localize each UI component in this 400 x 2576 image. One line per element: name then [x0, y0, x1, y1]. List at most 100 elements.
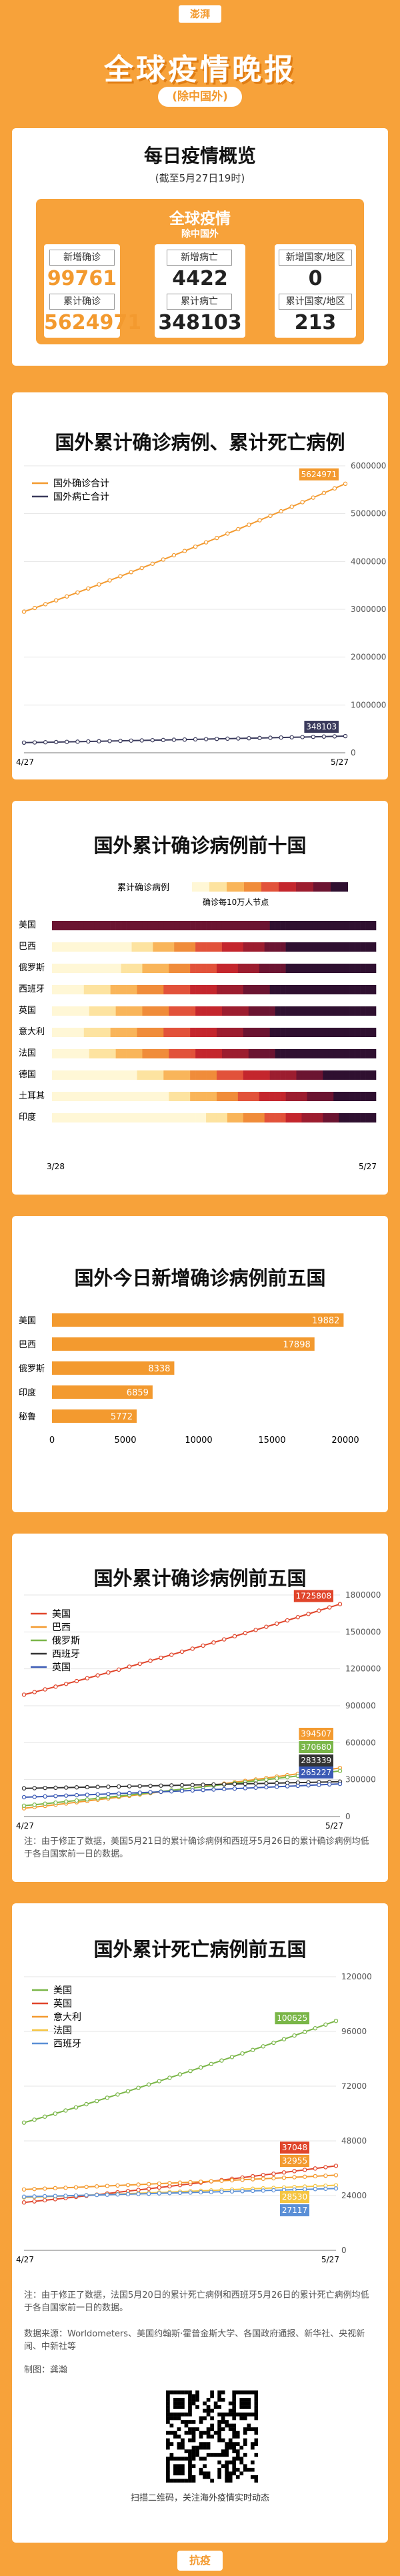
heat-cell — [248, 921, 255, 930]
heat-cell — [371, 964, 377, 973]
heat-cell — [169, 1028, 175, 1037]
qr-module — [250, 2390, 255, 2394]
heat-cell — [317, 964, 323, 973]
data-point — [106, 1785, 111, 1789]
data-point — [303, 2168, 307, 2172]
data-point — [63, 1793, 69, 1798]
heat-cell — [147, 1113, 153, 1122]
heat-cell — [163, 1006, 169, 1016]
data-point — [275, 1776, 279, 1781]
bar-value-label: 19882 — [312, 1316, 339, 1326]
heat-cell — [62, 1070, 69, 1080]
qr-module — [181, 2390, 185, 2394]
qr-module — [188, 2405, 192, 2409]
heat-cell — [126, 942, 132, 952]
data-point — [169, 1789, 174, 1794]
qr-module — [188, 2398, 192, 2402]
data-point — [159, 1655, 163, 1660]
heat-cell — [253, 1070, 260, 1080]
chart-new-cases-bar: 0 5000 10000 15000 20000 美国 19882 巴西 17898 俄罗斯 833… — [19, 1313, 359, 1445]
row-label: 意大利 — [19, 1026, 45, 1037]
heat-cell — [365, 1070, 371, 1080]
heat-cell — [253, 921, 260, 930]
data-point — [84, 2102, 89, 2107]
heat-cell — [99, 1028, 105, 1037]
heat-cell — [243, 1049, 249, 1058]
data-point — [21, 2120, 27, 2125]
qr-module — [181, 2467, 185, 2472]
qr-module — [181, 2457, 185, 2461]
heat-cell — [344, 985, 350, 994]
heat-cell — [73, 942, 79, 952]
data-point — [95, 1673, 100, 1678]
series-end-label-bg — [280, 2204, 309, 2216]
heat-cell — [227, 985, 233, 994]
qr-module — [225, 2423, 229, 2428]
legend-swatch — [209, 882, 227, 892]
y-tick-label: 24000 — [341, 2191, 367, 2200]
qr-module — [228, 2438, 233, 2443]
data-point — [313, 2026, 317, 2031]
heat-cell — [110, 921, 116, 930]
qr-module — [181, 2398, 185, 2402]
data-point — [253, 1628, 258, 1632]
heat-cell — [355, 1092, 361, 1101]
data-point — [179, 1783, 185, 1788]
heat-cell — [142, 1070, 148, 1080]
data-point — [157, 2079, 161, 2083]
heat-cell — [344, 1092, 350, 1101]
data-point — [148, 1790, 153, 1795]
heat-cell — [201, 1092, 207, 1101]
heat-cell — [253, 985, 260, 994]
qr-module — [217, 2420, 221, 2424]
heat-cell — [142, 964, 148, 973]
data-point — [247, 523, 251, 527]
heat-cell — [174, 1028, 180, 1037]
qr-module — [199, 2431, 203, 2435]
data-point — [285, 1775, 290, 1780]
heat-cell — [280, 921, 286, 930]
heat-cell — [291, 1070, 297, 1080]
qr-module — [181, 2438, 185, 2443]
y-tick-label: 5000000 — [351, 509, 386, 519]
qr-module — [250, 2475, 255, 2479]
heat-cell — [174, 1006, 180, 1016]
qr-module — [195, 2394, 199, 2398]
data-point — [311, 734, 315, 739]
data-point — [43, 1687, 47, 1692]
y-tick-label: 600000 — [345, 1738, 376, 1747]
qr-module — [169, 2416, 174, 2421]
heat-cell — [333, 1006, 339, 1016]
qr-module — [243, 2427, 247, 2431]
data-point — [125, 2182, 131, 2188]
data-point — [201, 1643, 205, 1648]
data-point — [225, 531, 230, 536]
heat-cell — [259, 985, 265, 994]
qr-module — [177, 2412, 181, 2417]
heat-cell — [365, 921, 371, 930]
heat-cell — [259, 1092, 265, 1101]
data-point — [73, 2105, 79, 2110]
heat-cell — [259, 1006, 265, 1016]
heat-cell — [131, 985, 137, 994]
qr-module — [206, 2435, 211, 2439]
heat-cell — [296, 1113, 302, 1122]
heat-cell — [307, 942, 313, 952]
qr-module — [228, 2401, 233, 2406]
data-point — [74, 1678, 79, 1684]
heat-cell — [243, 1006, 249, 1016]
heat-cell — [57, 1049, 63, 1058]
heat-cell — [126, 964, 132, 973]
heat-cell — [301, 985, 307, 994]
heat-cell — [153, 942, 159, 952]
heat-cell — [317, 985, 323, 994]
qr-module — [239, 2405, 244, 2409]
heat-cell — [105, 921, 111, 930]
heat-cell — [185, 942, 191, 952]
data-point — [190, 1788, 195, 1793]
y-tick-label: 4000000 — [351, 557, 386, 566]
stat-value: 5624971 — [44, 311, 142, 334]
data-point — [211, 1640, 216, 1645]
heat-cell — [269, 1049, 275, 1058]
heat-cell — [328, 1070, 334, 1080]
